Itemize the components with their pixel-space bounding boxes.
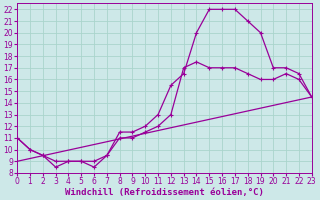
X-axis label: Windchill (Refroidissement éolien,°C): Windchill (Refroidissement éolien,°C) <box>65 188 264 197</box>
